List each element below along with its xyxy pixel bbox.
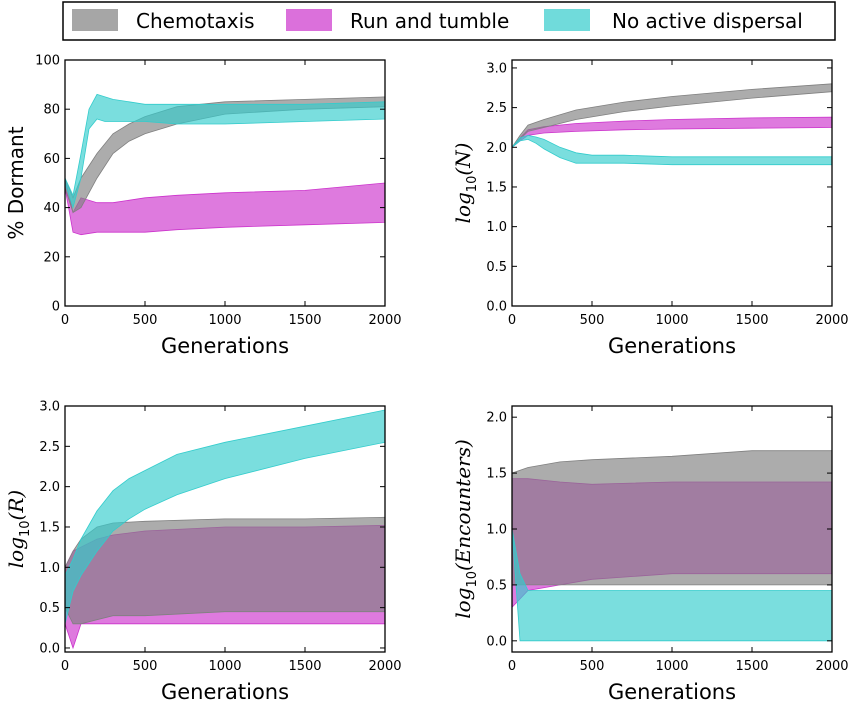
plot-frame xyxy=(64,59,386,307)
y-tick-label: 0.5 xyxy=(486,260,507,275)
y-tick-label: 40 xyxy=(43,201,60,216)
band-no-active-dispersal xyxy=(65,93,385,210)
x-tick-label: 1500 xyxy=(735,659,768,674)
band-run-and-tumble xyxy=(65,178,385,236)
legend-swatch-run-and-tumble xyxy=(286,9,332,31)
band-no-active-dispersal xyxy=(65,409,385,624)
x-tick-label: 0 xyxy=(508,313,516,328)
y-tick-label: 3.0 xyxy=(39,400,60,415)
y-tick-label: 0 xyxy=(52,300,60,315)
legend-label-run-and-tumble: Run and tumble xyxy=(350,9,509,33)
band-chemotaxis xyxy=(65,96,385,214)
panel-log-n: 0 500 1000 1500 2000 0.0 0.5 1.0 1.5 2.0 2.5 3.0 Gen… xyxy=(451,59,849,358)
y-tick-label: 1.5 xyxy=(39,520,60,535)
y-tick-label: 1.5 xyxy=(486,467,507,482)
y-tick-label: 2.0 xyxy=(486,411,507,426)
x-tick-label: 2000 xyxy=(368,659,401,674)
x-tick-label: 1000 xyxy=(208,659,241,674)
y-tick-label: 2.0 xyxy=(39,480,60,495)
x-tick-label: 500 xyxy=(133,659,158,674)
y-tick-label: 2.5 xyxy=(486,101,507,116)
y-tick-label: 80 xyxy=(43,103,60,118)
panel-percent-dormant: 0 500 1000 1500 2000 0 20 40 60 80 100 Generations%… xyxy=(4,54,402,359)
y-tick-label: 1.0 xyxy=(486,220,507,235)
y-tick-label: 0.5 xyxy=(39,601,60,616)
x-tick-label: 1500 xyxy=(288,313,321,328)
x-tick-label: 2000 xyxy=(815,313,848,328)
legend-label-chemotaxis: Chemotaxis xyxy=(136,9,255,33)
x-tick-label: 1500 xyxy=(288,659,321,674)
x-axis-label: Generations xyxy=(608,334,736,358)
legend-swatch-chemotaxis xyxy=(72,9,118,31)
y-tick-label: 100 xyxy=(35,54,60,69)
y-tick-label: 0.0 xyxy=(486,634,507,649)
band-no-active-dispersal xyxy=(512,134,832,166)
panel-log-encounters: 0 500 1000 1500 2000 0.0 0.5 1.0 1.5 2.0 Generatio… xyxy=(451,405,849,702)
y-tick-label: 0.0 xyxy=(39,641,60,656)
x-axis-label: Generations xyxy=(608,680,736,702)
y-tick-label: 3.0 xyxy=(486,61,507,76)
x-tick-label: 2000 xyxy=(368,313,401,328)
series-areas xyxy=(512,450,832,642)
y-tick-label: 1.5 xyxy=(486,180,507,195)
y-tick-label: 0.0 xyxy=(486,300,507,315)
y-tick-label: 1.0 xyxy=(486,523,507,538)
x-tick-label: 500 xyxy=(580,313,605,328)
x-axis-label: Generations xyxy=(161,334,289,358)
legend-label-no-active-dispersal: No active dispersal xyxy=(612,9,803,33)
y-tick-label: 0.5 xyxy=(486,578,507,593)
x-tick-label: 500 xyxy=(133,313,158,328)
y-axis-label: log10(Encounters) xyxy=(451,439,480,619)
band-chemotaxis xyxy=(65,516,385,625)
x-tick-label: 2000 xyxy=(815,659,848,674)
y-tick-label: 2.0 xyxy=(486,141,507,156)
y-axis-label: % Dormant xyxy=(4,126,28,239)
band-chemotaxis xyxy=(512,450,832,586)
x-tick-label: 0 xyxy=(508,659,516,674)
x-tick-label: 0 xyxy=(61,659,69,674)
legend-box xyxy=(62,1,836,41)
x-tick-label: 1500 xyxy=(735,313,768,328)
y-axis-label: log10(R) xyxy=(4,490,33,568)
series-areas xyxy=(65,93,385,236)
series-areas xyxy=(512,83,832,166)
x-axis-label: Generations xyxy=(161,680,289,702)
x-tick-label: 1000 xyxy=(655,659,688,674)
x-tick-label: 0 xyxy=(61,313,69,328)
x-tick-label: 1000 xyxy=(208,313,241,328)
x-tick-label: 1000 xyxy=(655,313,688,328)
y-tick-label: 20 xyxy=(43,250,60,265)
y-axis-label: log10(N) xyxy=(451,143,480,224)
y-tick-label: 2.5 xyxy=(39,440,60,455)
x-tick-label: 500 xyxy=(580,659,605,674)
legend-swatch-no-active-dispersal xyxy=(544,9,590,31)
legend: Chemotaxis Run and tumble No active disp… xyxy=(62,1,836,41)
band-no-active-dispersal xyxy=(512,528,832,642)
series-areas xyxy=(65,409,385,650)
band-chemotaxis xyxy=(512,83,832,148)
y-tick-label: 1.0 xyxy=(39,561,60,576)
panel-log-r: 0 500 1000 1500 2000 0.0 0.5 1.0 1.5 2.0 2.5 3.0 Gen… xyxy=(4,400,402,702)
y-tick-label: 60 xyxy=(43,152,60,167)
